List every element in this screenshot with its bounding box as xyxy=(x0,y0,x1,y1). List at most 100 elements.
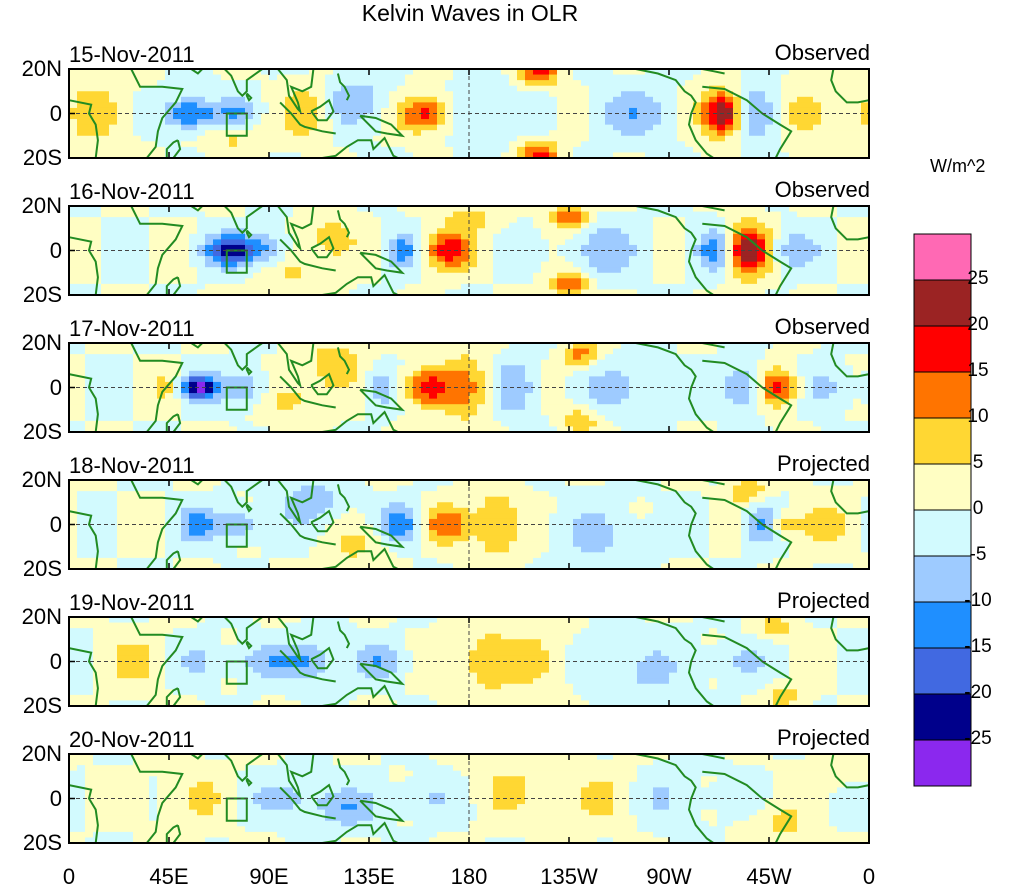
olr-cell xyxy=(645,75,654,81)
olr-cell xyxy=(613,234,622,240)
olr-cell xyxy=(333,365,342,371)
olr-cell xyxy=(821,376,830,382)
olr-cell xyxy=(485,91,494,97)
olr-cell xyxy=(125,136,134,142)
olr-cell xyxy=(277,147,286,153)
olr-cell xyxy=(149,80,158,86)
olr-cell xyxy=(413,147,422,153)
olr-cell xyxy=(477,102,486,108)
olr-cell xyxy=(773,349,782,355)
olr-cell xyxy=(717,119,726,125)
olr-cell xyxy=(533,102,542,108)
olr-cell xyxy=(413,114,422,120)
olr-cell xyxy=(69,125,78,131)
olr-cell xyxy=(837,399,846,405)
olr-cell xyxy=(357,349,366,355)
olr-cell xyxy=(437,234,446,240)
olr-cell xyxy=(509,365,518,371)
olr-cell xyxy=(229,262,238,268)
olr-cell xyxy=(381,421,390,427)
olr-cell xyxy=(421,256,430,262)
olr-cell xyxy=(301,234,310,240)
olr-cell xyxy=(501,114,510,120)
olr-cell xyxy=(709,376,718,382)
olr-cell xyxy=(437,267,446,273)
olr-cell xyxy=(357,147,366,153)
olr-cell xyxy=(221,393,230,399)
olr-cell xyxy=(181,410,190,416)
olr-cell xyxy=(77,256,86,262)
olr-cell xyxy=(93,502,102,508)
olr-cell xyxy=(149,125,158,131)
olr-cell xyxy=(165,262,174,268)
olr-cell xyxy=(253,284,262,290)
olr-cell xyxy=(421,217,430,223)
olr-cell xyxy=(765,278,774,284)
olr-cell xyxy=(357,262,366,268)
olr-cell xyxy=(141,228,150,234)
olr-cell xyxy=(541,421,550,427)
olr-cell xyxy=(613,278,622,284)
olr-cell xyxy=(205,75,214,81)
olr-cell xyxy=(533,262,542,268)
olr-cell xyxy=(853,147,862,153)
olr-cell xyxy=(109,360,118,366)
olr-cell xyxy=(781,212,790,218)
olr-cell xyxy=(325,273,334,279)
olr-cell xyxy=(725,404,734,410)
olr-cell xyxy=(493,365,502,371)
olr-cell xyxy=(341,239,350,245)
olr-cell xyxy=(509,136,518,142)
olr-cell xyxy=(405,102,414,108)
olr-cell xyxy=(829,130,838,136)
olr-cell xyxy=(469,147,478,153)
olr-cell xyxy=(125,399,134,405)
olr-cell xyxy=(485,349,494,355)
olr-cell xyxy=(677,376,686,382)
olr-cell xyxy=(389,278,398,284)
olr-cell xyxy=(405,399,414,405)
olr-cell xyxy=(173,388,182,394)
olr-cell xyxy=(573,262,582,268)
olr-cell xyxy=(205,393,214,399)
olr-cell xyxy=(669,365,678,371)
olr-cell xyxy=(173,130,182,136)
olr-cell xyxy=(149,212,158,218)
olr-cell xyxy=(597,119,606,125)
olr-cell xyxy=(805,75,814,81)
olr-cell xyxy=(645,273,654,279)
olr-cell xyxy=(389,388,398,394)
olr-cell xyxy=(589,393,598,399)
olr-cell xyxy=(125,119,134,125)
olr-cell xyxy=(189,114,198,120)
olr-cell xyxy=(845,404,854,410)
olr-cell xyxy=(493,136,502,142)
olr-cell xyxy=(653,212,662,218)
olr-cell xyxy=(613,97,622,103)
olr-cell xyxy=(157,239,166,245)
olr-cell xyxy=(533,256,542,262)
olr-cell xyxy=(805,130,814,136)
olr-cell xyxy=(421,278,430,284)
olr-cell xyxy=(725,371,734,377)
olr-cell xyxy=(837,212,846,218)
olr-cell xyxy=(485,415,494,421)
olr-cell xyxy=(733,284,742,290)
olr-cell xyxy=(341,130,350,136)
olr-cell xyxy=(237,393,246,399)
olr-cell xyxy=(677,371,686,377)
olr-cell xyxy=(357,141,366,147)
olr-cell xyxy=(605,125,614,131)
olr-cell xyxy=(133,399,142,405)
olr-cell xyxy=(565,415,574,421)
olr-cell xyxy=(845,125,854,131)
olr-cell xyxy=(645,415,654,421)
olr-cell xyxy=(517,130,526,136)
olr-cell xyxy=(717,421,726,427)
olr-cell xyxy=(109,365,118,371)
olr-cell xyxy=(605,354,614,360)
olr-cell xyxy=(717,256,726,262)
olr-cell xyxy=(117,388,126,394)
olr-cell xyxy=(573,376,582,382)
olr-cell xyxy=(213,354,222,360)
